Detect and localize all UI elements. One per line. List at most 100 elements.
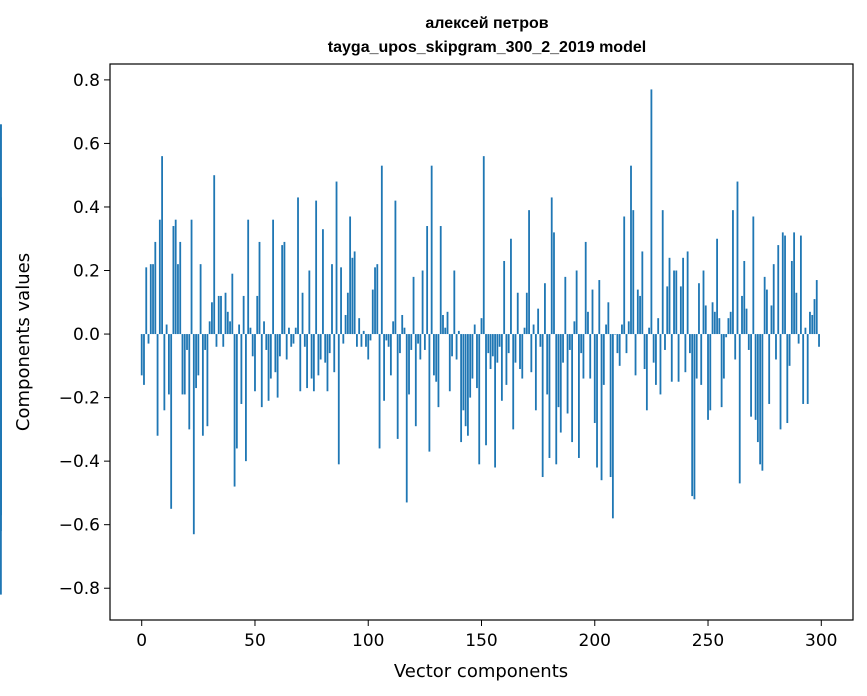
bar-149 (478, 334, 481, 465)
bar-198 (589, 334, 592, 379)
bar-196 (584, 241, 587, 335)
bar-98 (362, 330, 365, 335)
bar-222 (643, 334, 646, 370)
bar-205 (605, 324, 607, 335)
bar-21 (188, 334, 191, 430)
bar-231 (664, 334, 666, 350)
bar-143 (464, 334, 467, 427)
bar-6 (154, 241, 157, 335)
bar-251 (709, 334, 712, 411)
bar-250 (707, 334, 709, 420)
bar-195 (582, 334, 585, 379)
bar-58 (272, 219, 274, 335)
bar-38 (226, 311, 229, 335)
bar-135 (446, 311, 449, 335)
bar-200 (593, 334, 596, 424)
bar-52 (258, 241, 261, 335)
bar-12 (167, 334, 170, 395)
y-axis-ticks: −0.8 −0.6 −0.4 −0.2 0.0 0.2 0.4 0.6 0.8 (59, 71, 110, 599)
chart-subtitle: tayga_upos_skipgram_300_2_2019 model (328, 39, 646, 56)
bar-33 (215, 334, 218, 347)
bar-124 (421, 270, 424, 335)
bar-79 (319, 334, 322, 360)
bar-7 (156, 334, 159, 436)
bar-283 (781, 232, 784, 335)
bar-208 (611, 334, 614, 519)
bar-103 (374, 267, 376, 335)
bar-96 (358, 318, 361, 335)
bars-layer (0, 89, 820, 595)
bar-29 (206, 334, 209, 427)
bar-234 (670, 334, 673, 382)
bar-97 (360, 334, 363, 347)
bar-296 (811, 314, 814, 335)
bar-299 (818, 334, 820, 347)
bar-253 (713, 311, 716, 335)
bar-264 (738, 334, 741, 484)
bar-219 (636, 289, 639, 335)
bar-220 (639, 295, 641, 335)
bar-122 (417, 334, 419, 344)
x-tick-label: 300 (805, 631, 837, 651)
chart-title: алексей петров (425, 15, 548, 32)
bar-252 (711, 302, 714, 335)
y-tick-label: 0.8 (73, 71, 100, 91)
bar-171 (528, 210, 530, 335)
bar-31 (211, 302, 213, 335)
bar-289 (795, 292, 798, 335)
bar-291 (799, 235, 802, 335)
bar-92 (349, 216, 352, 335)
bar-108 (385, 334, 388, 341)
bar-215 (627, 321, 630, 335)
bar-214 (625, 334, 628, 354)
bar-107 (383, 334, 385, 401)
bar-210 (616, 334, 619, 354)
bar-244 (693, 334, 696, 500)
bar-174 (534, 334, 537, 411)
bar-246 (698, 283, 700, 335)
bar-262 (734, 334, 737, 360)
bar-141 (460, 334, 463, 443)
bar-14 (172, 226, 175, 335)
bar-4 (149, 264, 152, 335)
bar-442 (0, 251, 2, 335)
bar-71 (301, 292, 304, 335)
bar-46 (245, 334, 247, 462)
bar-20 (186, 334, 188, 350)
bar-5 (152, 264, 154, 335)
bar-0 (140, 334, 143, 376)
bar-280 (775, 334, 777, 360)
bar-204 (602, 334, 605, 385)
bar-236 (675, 270, 678, 335)
bar-115 (401, 314, 404, 335)
bar-151 (482, 156, 485, 335)
bar-154 (489, 334, 492, 370)
bar-80 (322, 229, 324, 335)
bar-263 (736, 181, 739, 335)
bar-49 (251, 334, 254, 357)
bar-94 (353, 251, 356, 335)
bar-192 (575, 270, 578, 335)
bar-221 (641, 251, 644, 335)
bar-152 (485, 334, 487, 446)
y-tick-label: 0.4 (73, 198, 100, 218)
bar-134 (444, 327, 447, 335)
x-axis-label: Vector components (394, 661, 568, 682)
bar-74 (308, 270, 311, 335)
bar-242 (689, 334, 691, 354)
bar-295 (809, 311, 811, 335)
bar-89 (342, 334, 345, 344)
x-tick-label: 100 (352, 631, 384, 651)
bar-72 (303, 334, 306, 347)
bar-282 (779, 334, 782, 430)
bar-277 (768, 334, 771, 404)
y-tick-label: −0.4 (59, 452, 100, 472)
bar-130 (435, 334, 438, 382)
bar-248 (702, 270, 705, 335)
bar-173 (532, 324, 535, 335)
bar-3 (147, 334, 150, 344)
bar-61 (278, 334, 281, 357)
bar-297 (813, 299, 816, 335)
